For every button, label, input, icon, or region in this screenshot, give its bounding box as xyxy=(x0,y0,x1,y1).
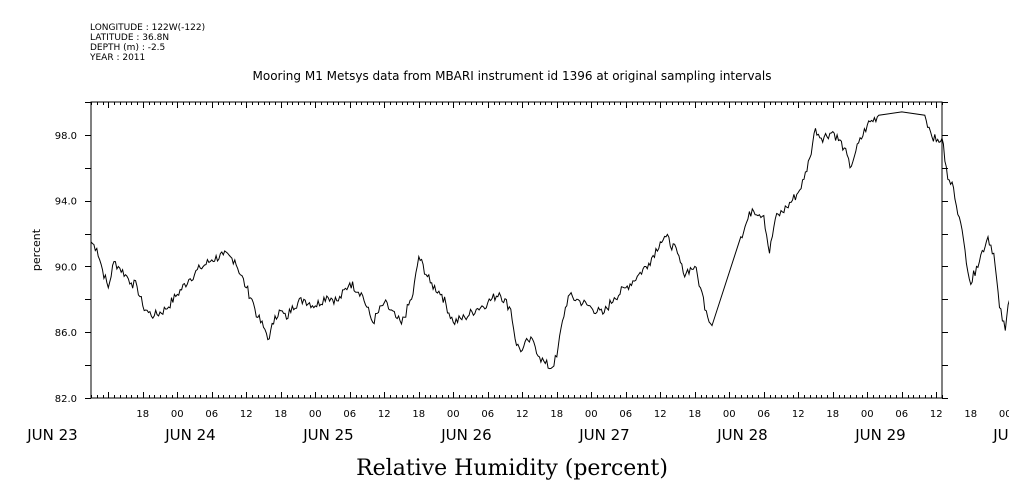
x-hour-tick-label: 12 xyxy=(930,409,943,420)
x-day-label: JUN 25 xyxy=(302,426,353,444)
x-hour-tick-label: 06 xyxy=(481,409,494,420)
x-hour-tick-label: 00 xyxy=(861,409,874,420)
x-hour-tick-label: 18 xyxy=(274,409,287,420)
plot-frame xyxy=(90,101,943,399)
x-hour-tick-label: 00 xyxy=(309,409,322,420)
series-line xyxy=(90,111,1009,370)
x-day-label: JUN 23 xyxy=(26,426,77,444)
x-hour-tick-label: 06 xyxy=(343,409,356,420)
x-hour-tick-label: 00 xyxy=(723,409,736,420)
chart-title: Mooring M1 Metsys data from MBARI instru… xyxy=(253,69,772,83)
x-day-label: JUN 28 xyxy=(716,426,767,444)
x-hour-tick-label: 18 xyxy=(136,409,149,420)
x-hour-tick-label: 18 xyxy=(412,409,425,420)
meta-block: LONGITUDE : 122W(-122) LATITUDE : 36.8N … xyxy=(89,23,205,63)
x-day-label: JUN 27 xyxy=(578,426,629,444)
x-hour-tick-label: 00 xyxy=(171,409,184,420)
meta-longitude: LONGITUDE : 122W(-122) xyxy=(90,23,205,33)
x-hour-tick-label: 00 xyxy=(585,409,598,420)
y-tick-label: 86.0 xyxy=(55,328,77,339)
x-hour-tick-label: 12 xyxy=(654,409,667,420)
y-tick-label: 90.0 xyxy=(55,262,77,273)
x-hour-tick-label: 06 xyxy=(895,409,908,420)
x-day-label: JUN 24 xyxy=(164,426,215,444)
x-hour-tick-label: 12 xyxy=(792,409,805,420)
x-hour-tick-label: 00 xyxy=(447,409,460,420)
meta-depth: DEPTH (m) : -2.5 xyxy=(90,43,165,53)
y-tick-label: 94.0 xyxy=(55,197,77,208)
x-hour-tick-label: 12 xyxy=(516,409,529,420)
x-hour-tick-label: 18 xyxy=(964,409,977,420)
x-day-label: JUN 26 xyxy=(440,426,491,444)
axis-tick-labels: 18 00 06 12 18 00 06 12 18 00 06 12 18 00 06 12 18 00 06 12… xyxy=(26,131,1009,444)
y-tick-label: 82.0 xyxy=(55,394,77,405)
y-axis-label: percent xyxy=(30,228,43,271)
axis-ticks xyxy=(85,102,948,399)
x-hour-tick-label: 06 xyxy=(757,409,770,420)
x-hour-tick-label: 18 xyxy=(826,409,839,420)
x-hour-tick-label: 06 xyxy=(205,409,218,420)
x-axis-label: Relative Humidity (percent) xyxy=(356,456,668,481)
meta-year: YEAR : 2011 xyxy=(89,53,145,63)
x-hour-tick-label: 06 xyxy=(619,409,632,420)
x-hour-tick-label: 12 xyxy=(240,409,253,420)
x-day-label: JUN 30 xyxy=(992,426,1009,444)
x-hour-tick-label: 12 xyxy=(378,409,391,420)
x-hour-tick-label: 18 xyxy=(688,409,701,420)
x-hour-tick-label: 00 xyxy=(999,409,1009,420)
meta-latitude: LATITUDE : 36.8N xyxy=(90,33,169,43)
y-tick-label: 98.0 xyxy=(55,131,77,142)
x-hour-tick-label: 18 xyxy=(550,409,563,420)
x-day-label: JUN 29 xyxy=(854,426,905,444)
